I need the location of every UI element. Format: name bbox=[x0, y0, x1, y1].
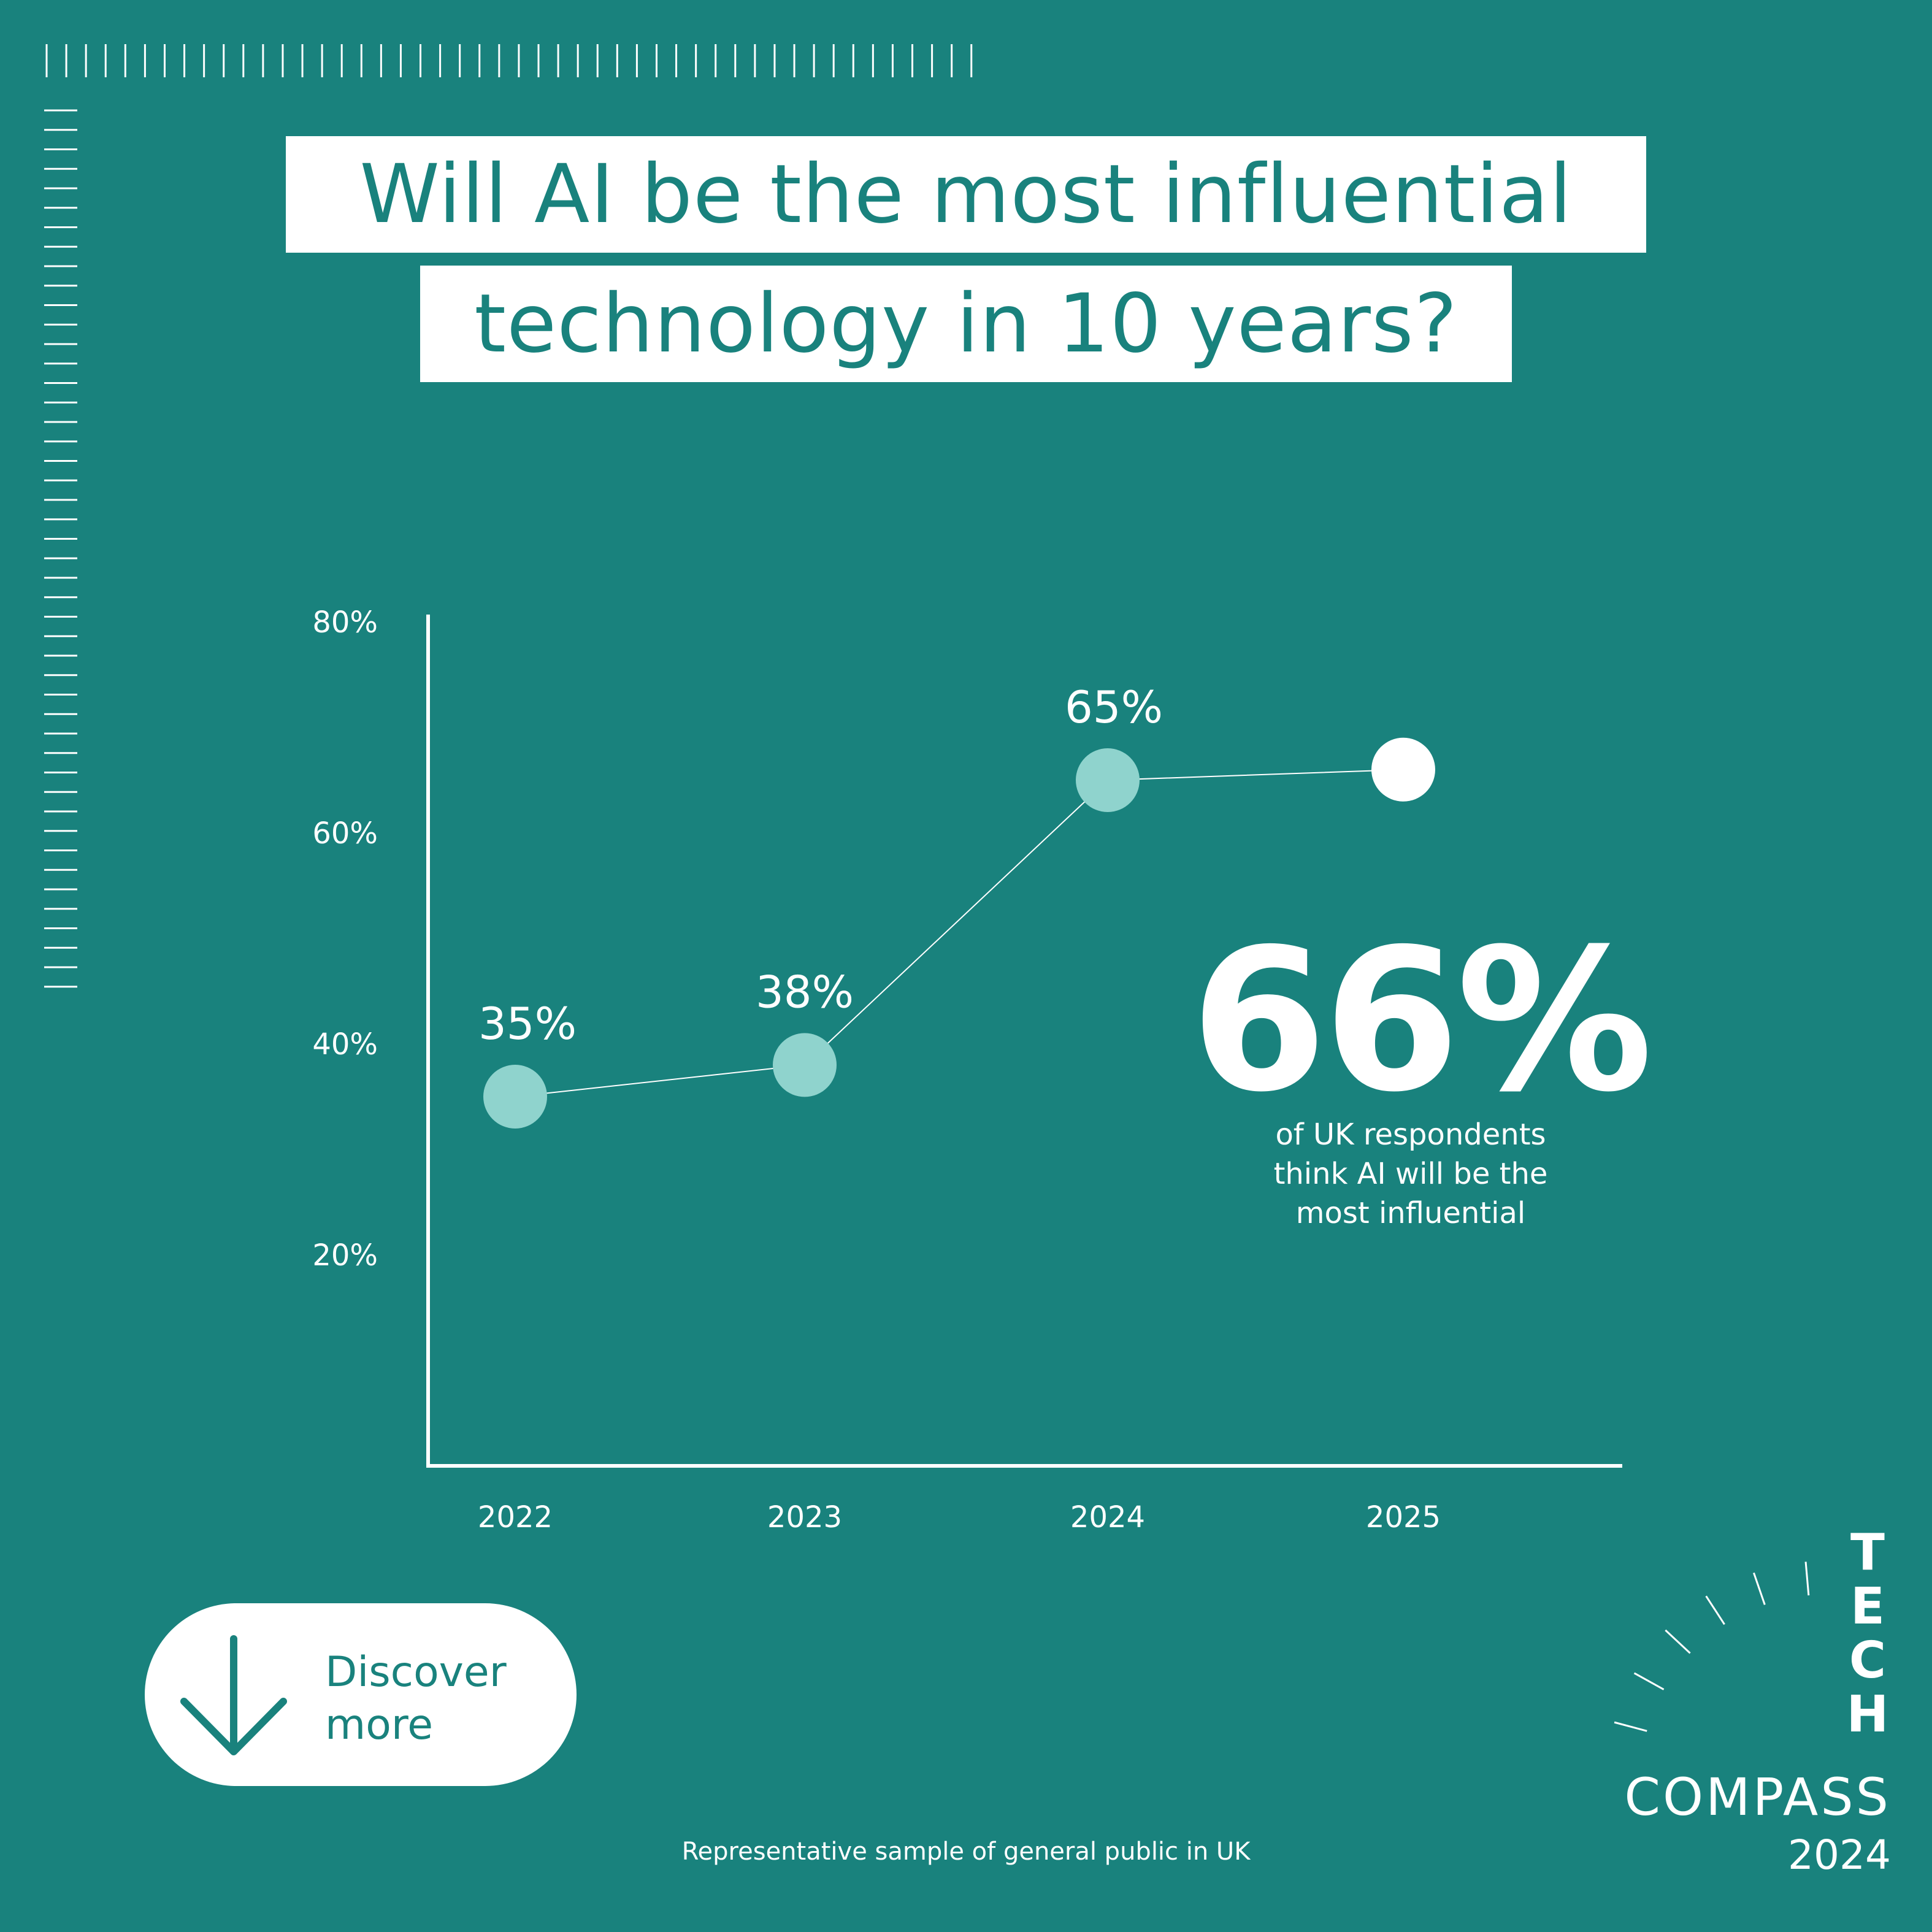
data-point bbox=[1371, 737, 1435, 802]
highlight-caption-line: think AI will be the bbox=[1273, 1157, 1548, 1191]
arrow-down-icon bbox=[180, 1635, 287, 1755]
compass-dial-tick bbox=[1753, 1572, 1766, 1605]
highlight-caption-line: most influential bbox=[1295, 1196, 1526, 1230]
series-line bbox=[515, 769, 1404, 1097]
y-tick-label: 60% bbox=[312, 816, 378, 851]
data-label: 35% bbox=[478, 998, 577, 1049]
x-tick-label: 2024 bbox=[1070, 1500, 1145, 1535]
discover-more-label: Discover more bbox=[325, 1646, 558, 1752]
discover-label-line: Discover bbox=[325, 1648, 507, 1696]
compass-dial-tick bbox=[1633, 1672, 1665, 1690]
compass-dial-tick bbox=[1614, 1721, 1647, 1732]
x-tick-label: 2025 bbox=[1366, 1500, 1441, 1535]
highlight-caption-line: of UK respondents bbox=[1275, 1117, 1546, 1152]
discover-more-button[interactable]: Discover more bbox=[145, 1603, 577, 1786]
y-tick-label: 80% bbox=[312, 605, 378, 640]
y-tick-label: 20% bbox=[312, 1238, 378, 1273]
x-tick-label: 2023 bbox=[767, 1500, 842, 1535]
data-point bbox=[483, 1065, 547, 1129]
logo-year: 2024 bbox=[1788, 1831, 1891, 1879]
logo-letter: H bbox=[1846, 1685, 1889, 1744]
title-line-1: Will AI be the most influential bbox=[286, 136, 1646, 253]
data-label: 38% bbox=[756, 966, 854, 1018]
highlight-caption: of UK respondents think AI will be the m… bbox=[1196, 1115, 1625, 1233]
highlight-value: 66% bbox=[1190, 907, 1653, 1135]
compass-dial-tick bbox=[1804, 1562, 1810, 1596]
logo-letter: T bbox=[1850, 1524, 1885, 1582]
title-line-2: technology in 10 years? bbox=[420, 266, 1512, 382]
data-label: 65% bbox=[1065, 681, 1163, 733]
data-point bbox=[773, 1033, 837, 1097]
logo-letter: C bbox=[1849, 1631, 1887, 1690]
logo-tech: T E C H bbox=[1837, 1526, 1898, 1742]
compass-dial-tick bbox=[1705, 1595, 1725, 1625]
data-point bbox=[1076, 748, 1140, 812]
logo-compass: COMPASS bbox=[1624, 1767, 1891, 1827]
compass-dial-tick bbox=[1665, 1629, 1691, 1654]
y-tick-label: 40% bbox=[312, 1027, 378, 1062]
discover-label-line: more bbox=[325, 1701, 434, 1749]
footnote: Representative sample of general public … bbox=[681, 1838, 1251, 1866]
x-tick-label: 2022 bbox=[478, 1500, 553, 1535]
logo-letter: E bbox=[1850, 1577, 1885, 1636]
